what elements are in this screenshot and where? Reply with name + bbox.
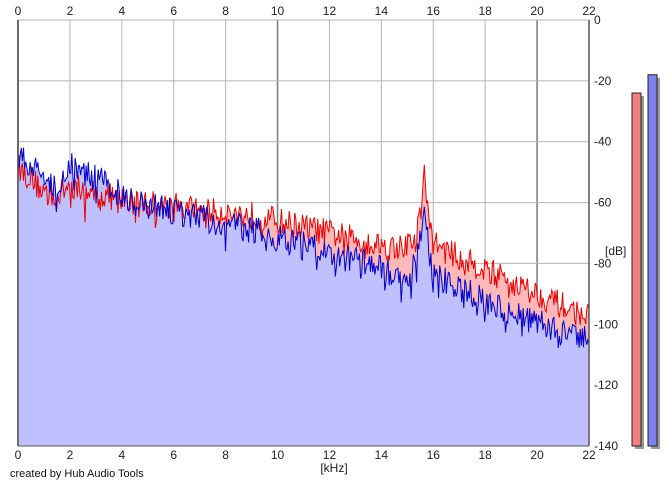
x-tick-label-top: 10 (271, 4, 285, 18)
x-tick-label-bottom: 4 (118, 448, 125, 462)
x-tick-label-top: 6 (170, 4, 177, 18)
series-blue-line (17, 147, 590, 349)
series-blue-fill (18, 147, 589, 446)
x-tick-label-bottom: 20 (530, 448, 544, 462)
y-tick-label: -40 (594, 135, 612, 149)
x-tick-label-bottom: 2 (67, 448, 74, 462)
x-tick-label-top: 14 (375, 4, 389, 18)
x-tick-label-bottom: 22 (582, 448, 596, 462)
x-tick-label-top: 0 (15, 4, 22, 18)
x-tick-label-bottom: 12 (323, 448, 337, 462)
y-tick-label: -100 (594, 317, 618, 331)
credit-text: created by Hub Audio Tools (10, 468, 144, 480)
x-axis-label: [kHz] (320, 461, 347, 475)
x-tick-label-bottom: 14 (375, 448, 389, 462)
y-axis-label: [dB] (605, 244, 626, 258)
x-tick-label-top: 16 (427, 4, 441, 18)
x-tick-label-bottom: 8 (222, 448, 229, 462)
y-tick-label: -80 (594, 256, 612, 270)
y-tick-label: -20 (594, 74, 612, 88)
x-tick-label-top: 8 (222, 4, 229, 18)
x-tick-label-bottom: 10 (271, 448, 285, 462)
y-tick-label: 0 (594, 13, 601, 27)
x-tick-label-top: 4 (118, 4, 125, 18)
x-tick-label-top: 22 (582, 4, 596, 18)
x-tick-label-top: 20 (530, 4, 544, 18)
x-tick-label-bottom: 6 (170, 448, 177, 462)
x-tick-label-top: 2 (67, 4, 74, 18)
chart-axes: 002244668810101212141416161818202022220-… (15, 4, 619, 462)
chart-lines (17, 147, 590, 349)
x-tick-label-bottom: 18 (479, 448, 493, 462)
y-tick-label: -60 (594, 196, 612, 210)
x-tick-label-top: 12 (323, 4, 337, 18)
level-meters (631, 74, 660, 450)
x-tick-label-bottom: 0 (15, 448, 22, 462)
chart-fills (18, 147, 589, 446)
x-tick-label-bottom: 16 (427, 448, 441, 462)
level-meter-bar (631, 92, 642, 447)
level-meter-bar (647, 74, 658, 447)
x-tick-label-top: 18 (479, 4, 493, 18)
y-tick-label: -120 (594, 378, 618, 392)
y-tick-label: -140 (594, 439, 618, 453)
